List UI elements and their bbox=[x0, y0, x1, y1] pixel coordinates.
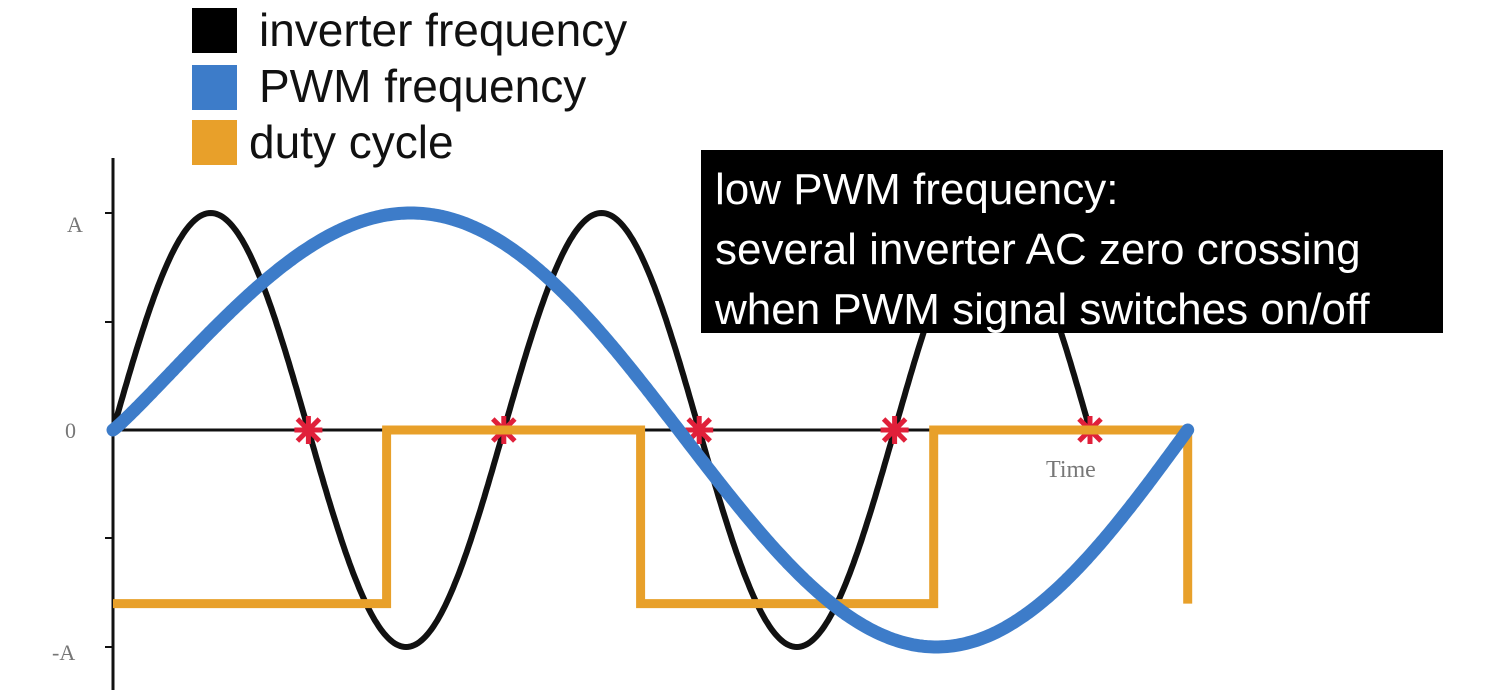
legend-swatch bbox=[192, 65, 237, 110]
series-line-pwm-frequency bbox=[106, 206, 1195, 654]
legend-swatch bbox=[192, 8, 237, 53]
legend-label: duty cycle bbox=[249, 116, 454, 168]
y-tick-label-top: A bbox=[67, 212, 83, 237]
legend-label: PWM frequency bbox=[259, 60, 587, 112]
legend-label: inverter frequency bbox=[259, 4, 628, 56]
zero-crossing-marker bbox=[294, 416, 323, 444]
y-tick-label-bottom: -A bbox=[52, 640, 75, 665]
legend-swatch bbox=[192, 120, 237, 165]
callout-line: low PWM frequency: bbox=[715, 165, 1119, 214]
y-tick-label-zero: 0 bbox=[65, 418, 76, 443]
annotation-callout: low PWM frequency: several inverter AC z… bbox=[701, 150, 1443, 334]
series-line-duty-cycle bbox=[113, 425, 1193, 609]
x-axis-label: Time bbox=[1046, 457, 1096, 483]
callout-line: several inverter AC zero crossing bbox=[715, 225, 1361, 274]
zero-crossing-marker bbox=[880, 416, 909, 444]
callout-line: when PWM signal switches on/off bbox=[715, 285, 1370, 334]
